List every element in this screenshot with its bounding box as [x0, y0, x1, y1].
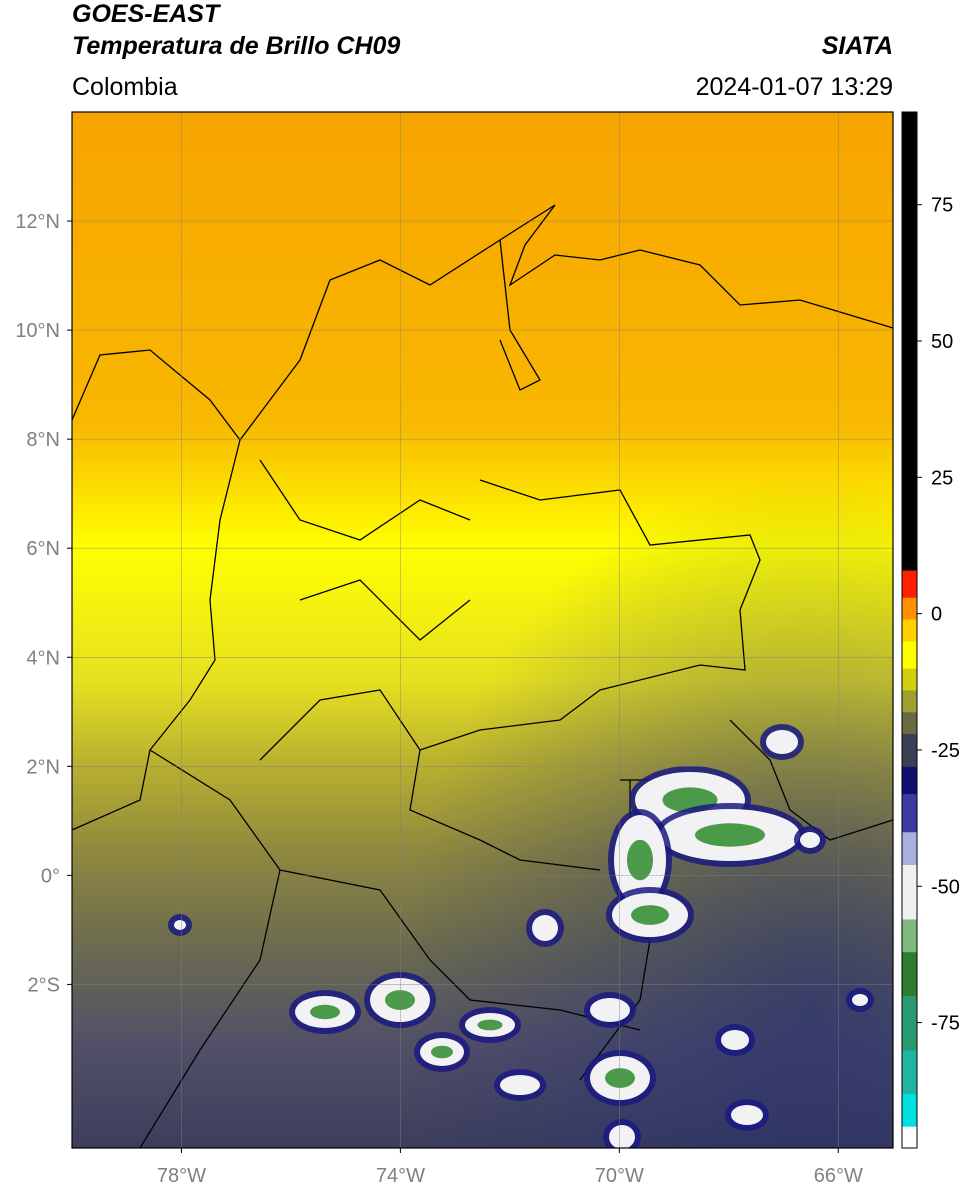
y-tick-label: 10°N: [15, 320, 60, 342]
colorbar-band: [902, 918, 917, 953]
colorbar-band: [902, 597, 917, 620]
y-tick-label: 12°N: [15, 211, 60, 233]
x-tick-label: 66°W: [814, 1165, 863, 1187]
colorbar-band: [902, 766, 917, 795]
clouds: [168, 724, 874, 1148]
colorbar-tick-label: 25: [931, 467, 953, 489]
colorbar-tick-label: 50: [931, 331, 953, 353]
cloud: [590, 998, 630, 1022]
map-frame: [71, 111, 894, 1149]
cloud: [500, 1075, 540, 1095]
colorbar-tick-label: 0: [931, 604, 942, 626]
cloud-core: [695, 823, 765, 847]
cloud-core: [605, 1068, 635, 1088]
colorbar-tick-label: 75: [931, 195, 953, 217]
x-tick-label: 78°W: [157, 1165, 206, 1187]
cloud: [766, 730, 798, 754]
y-tick-label: 4°N: [26, 647, 60, 669]
title: GOES-EAST: [72, 0, 222, 28]
source: SIATA: [822, 32, 893, 60]
cloud-core: [477, 1019, 503, 1031]
colorbar-band: [902, 668, 917, 691]
x-tick-label: 74°W: [376, 1165, 425, 1187]
colorbar-tick-label: -25: [931, 740, 960, 762]
colorbar-band: [902, 711, 917, 735]
colorbar-band: [902, 864, 917, 920]
cloud: [721, 1030, 749, 1050]
colorbar-band: [902, 570, 917, 598]
colorbar-band: [902, 1126, 917, 1149]
y-tick-label: 0°: [41, 865, 60, 887]
cloud-core: [431, 1045, 453, 1059]
colorbar-band: [902, 733, 917, 767]
y-tick-label: 8°N: [26, 429, 60, 451]
colorbar-tick-label: -50: [931, 876, 960, 898]
colorbar-tick-label: -75: [931, 1013, 960, 1035]
colorbar-band: [902, 1049, 917, 1094]
region: Colombia: [72, 73, 178, 101]
cold-region: [72, 112, 893, 1148]
cloud-core: [385, 990, 415, 1010]
map-image: [72, 112, 893, 1148]
cloud: [800, 832, 820, 848]
cloud: [731, 1105, 763, 1125]
colorbar-band: [902, 689, 917, 713]
cloud-core: [631, 905, 669, 925]
colorbar-band: [902, 640, 917, 669]
colorbar-frame: [901, 111, 918, 1149]
colorbar-band: [902, 1093, 917, 1127]
cloud: [174, 920, 186, 930]
borders: [72, 204, 893, 1148]
cloud-core: [310, 1004, 340, 1020]
cloud: [609, 1125, 635, 1148]
y-tick-label: 2°N: [26, 756, 60, 778]
y-tick-label: 2°S: [28, 974, 60, 996]
colorbar-band: [902, 619, 917, 642]
colorbar-band: [902, 112, 917, 571]
cloud-core: [627, 839, 653, 881]
colorbar-band: [902, 831, 917, 865]
colorbar-band: [902, 995, 917, 1051]
colorbar-band: [902, 951, 917, 996]
x-tick-label: 70°W: [595, 1165, 644, 1187]
cloud: [532, 915, 558, 941]
subtitle: Temperatura de Brillo CH09: [72, 32, 400, 60]
y-tick-label: 6°N: [26, 538, 60, 560]
colorbar-band: [902, 793, 917, 833]
cloud: [852, 994, 868, 1006]
datetime: 2024-01-07 13:29: [696, 73, 893, 101]
